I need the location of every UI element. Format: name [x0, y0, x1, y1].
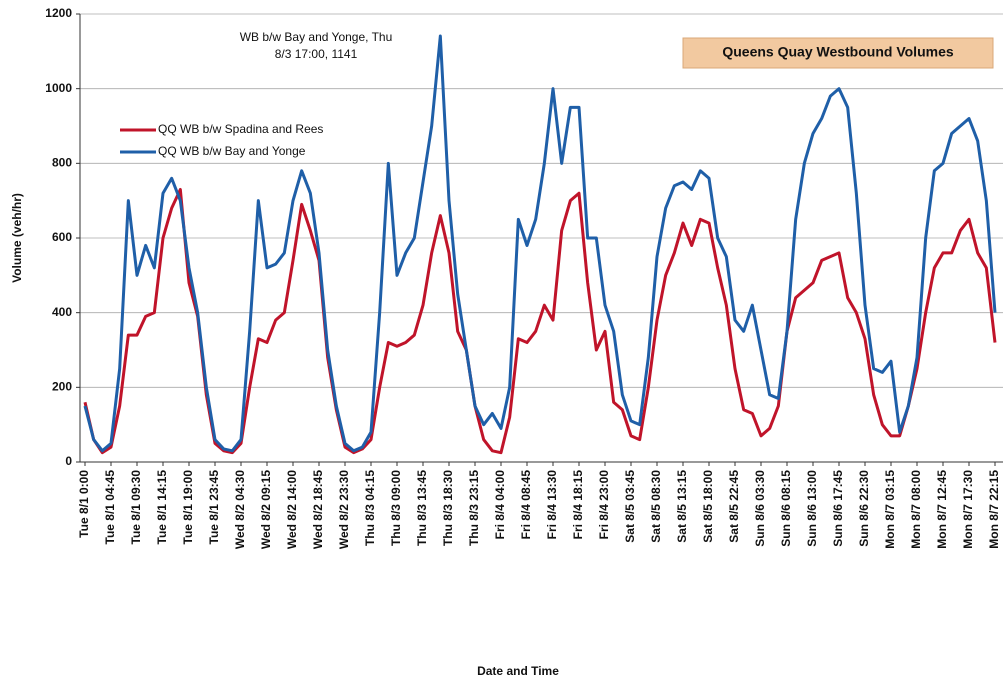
x-tick-label: Sat 8/5 03:45: [623, 470, 637, 543]
x-tick-label: Wed 8/2 09:15: [259, 470, 273, 549]
x-tick-label: Sun 8/6 22:30: [857, 470, 871, 547]
x-tick-label: Fri 8/4 13:30: [545, 470, 559, 540]
x-tick-label: Tue 8/1 19:00: [181, 470, 195, 545]
x-tick-label: Mon 8/7 12:45: [935, 470, 949, 549]
x-tick-label: Sat 8/5 22:45: [727, 470, 741, 543]
x-tick-label: Fri 8/4 08:45: [519, 470, 533, 540]
x-tick-label: Thu 8/3 13:45: [415, 470, 429, 546]
x-tick-label: Fri 8/4 18:15: [571, 470, 585, 540]
x-tick-label: Tue 8/1 04:45: [103, 470, 117, 545]
legend-label: QQ WB b/w Bay and Yonge: [158, 144, 306, 158]
x-tick-label: Mon 8/7 03:15: [883, 470, 897, 549]
y-tick-label: 400: [52, 305, 72, 319]
y-tick-label: 600: [52, 230, 72, 244]
x-tick-label: Tue 8/1 0:00: [77, 470, 91, 538]
y-tick-label: 1000: [45, 81, 72, 95]
x-tick-label: Fri 8/4 04:00: [493, 470, 507, 540]
x-tick-label: Mon 8/7 08:00: [909, 470, 923, 549]
x-axis-label: Date and Time: [477, 664, 559, 678]
x-tick-label: Mon 8/7 17:30: [961, 470, 975, 549]
x-tick-label: Wed 8/2 23:30: [337, 470, 351, 549]
chart-title: Queens Quay Westbound Volumes: [722, 44, 954, 60]
title-box: [682, 37, 994, 69]
x-tick-label: Sun 8/6 08:15: [779, 470, 793, 547]
x-tick-label: Sun 8/6 03:30: [753, 470, 767, 547]
x-tick-label: Wed 8/2 18:45: [311, 470, 325, 549]
x-tick-label: Tue 8/1 09:30: [129, 470, 143, 545]
x-tick-label: Sat 8/5 08:30: [649, 470, 663, 543]
x-tick-label: Sun 8/6 17:45: [831, 470, 845, 547]
x-tick-label: Sat 8/5 13:15: [675, 470, 689, 543]
x-tick-label: Thu 8/3 18:30: [441, 470, 455, 546]
x-tick-label: Wed 8/2 04:30: [233, 470, 247, 549]
x-tick-label: Thu 8/3 09:00: [389, 470, 403, 546]
x-tick-label: Tue 8/1 14:15: [155, 470, 169, 545]
x-tick-label: Sun 8/6 13:00: [805, 470, 819, 547]
x-tick-label: Tue 8/1 23:45: [207, 470, 221, 545]
y-tick-label: 0: [65, 454, 72, 468]
annotation: WB b/w Bay and Yonge, Thu: [240, 30, 393, 44]
legend-label: QQ WB b/w Spadina and Rees: [158, 122, 323, 136]
x-tick-label: Mon 8/7 22:15: [987, 470, 1001, 549]
y-axis-label: Volume (veh/hr): [10, 193, 24, 283]
y-tick-label: 800: [52, 156, 72, 170]
y-tick-label: 200: [52, 380, 72, 394]
y-tick-label: 1200: [45, 6, 72, 20]
series-line: [83, 187, 997, 455]
x-tick-label: Thu 8/3 23:15: [467, 470, 481, 546]
annotation: 8/3 17:00, 1141: [275, 47, 358, 61]
x-tick-label: Wed 8/2 14:00: [285, 470, 299, 549]
x-tick-label: Thu 8/3 04:15: [363, 470, 377, 546]
series-line: [83, 34, 997, 453]
x-tick-label: Sat 8/5 18:00: [701, 470, 715, 543]
x-tick-label: Fri 8/4 23:00: [597, 470, 611, 540]
